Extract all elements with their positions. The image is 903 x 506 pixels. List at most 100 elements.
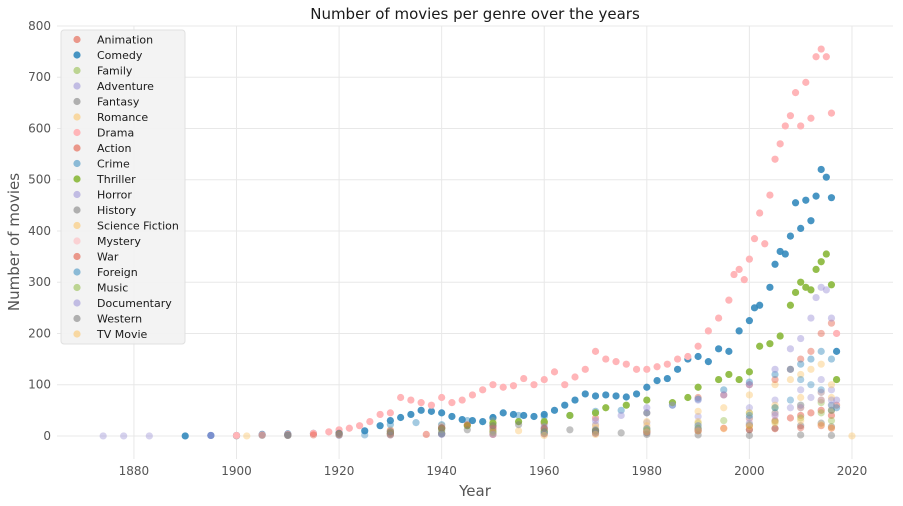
data-point — [848, 432, 856, 440]
data-point — [822, 53, 830, 61]
data-point — [771, 409, 779, 417]
data-point — [386, 421, 394, 429]
data-point — [827, 381, 836, 389]
data-point — [827, 314, 836, 322]
data-point — [591, 409, 600, 417]
data-point — [776, 140, 784, 148]
data-point — [591, 429, 600, 437]
x-tick-label: 2000 — [734, 464, 765, 478]
series-war — [309, 421, 836, 439]
data-point — [797, 224, 805, 233]
data-point — [643, 428, 651, 436]
data-point — [540, 375, 548, 384]
series-tv-movie — [540, 416, 856, 440]
data-point — [422, 430, 430, 439]
data-point — [617, 429, 625, 437]
series-history — [284, 419, 836, 440]
data-point — [797, 122, 805, 130]
legend-marker — [73, 82, 81, 90]
legend-marker — [73, 144, 81, 152]
data-point — [817, 45, 825, 53]
data-point — [345, 424, 353, 432]
legend-label: Science Fiction — [97, 220, 179, 233]
data-point — [771, 425, 779, 433]
data-point — [412, 419, 420, 427]
data-point — [771, 375, 779, 384]
data-point — [407, 410, 415, 419]
data-point — [458, 396, 466, 404]
data-point — [427, 407, 436, 415]
data-point — [643, 430, 651, 439]
data-point — [786, 396, 795, 404]
data-point — [284, 431, 292, 440]
data-point — [807, 217, 815, 225]
data-point — [797, 278, 805, 286]
data-point — [643, 428, 651, 436]
data-point — [489, 427, 497, 435]
series-horror — [284, 283, 841, 440]
data-point — [791, 288, 800, 297]
x-tick-label: 1980 — [632, 464, 663, 478]
data-point — [612, 392, 620, 400]
data-point — [489, 429, 497, 437]
data-point — [386, 409, 394, 417]
data-point — [807, 381, 815, 389]
data-point — [284, 431, 292, 440]
data-point — [591, 424, 600, 432]
legend-label: Romance — [97, 111, 148, 124]
data-point — [397, 413, 405, 422]
data-point — [643, 427, 651, 435]
legend-marker — [73, 97, 81, 106]
data-point — [489, 419, 497, 427]
legend-label: Mystery — [97, 235, 141, 248]
data-point — [725, 347, 733, 355]
data-point — [335, 429, 343, 437]
data-point — [632, 390, 641, 398]
data-point — [591, 427, 600, 435]
data-point — [643, 428, 651, 436]
legend-marker — [73, 159, 81, 168]
data-point — [463, 426, 471, 434]
data-point — [735, 375, 743, 384]
y-tick-label: 800 — [28, 19, 51, 33]
data-point — [735, 265, 743, 274]
legend-marker — [73, 268, 81, 276]
data-point — [817, 419, 825, 427]
data-point — [602, 355, 610, 363]
data-point — [284, 430, 292, 439]
data-point — [643, 417, 651, 426]
legend-marker — [73, 330, 81, 338]
data-point — [622, 393, 630, 401]
data-point — [745, 426, 753, 434]
data-point — [571, 373, 579, 381]
data-point — [817, 329, 825, 338]
data-point — [817, 422, 825, 430]
data-point — [207, 431, 215, 440]
data-point — [673, 365, 682, 373]
data-point — [797, 334, 805, 343]
legend-label: Family — [97, 65, 133, 78]
data-point — [643, 409, 651, 417]
data-point — [591, 422, 600, 430]
legend-marker — [73, 175, 81, 183]
data-point — [509, 410, 518, 419]
data-point — [489, 422, 497, 430]
data-point — [540, 428, 548, 436]
data-point — [540, 430, 548, 438]
data-point — [745, 419, 753, 427]
series-mystery — [284, 396, 836, 440]
data-point — [540, 430, 548, 438]
legend-marker — [73, 221, 81, 230]
data-point — [643, 383, 651, 391]
data-point — [812, 192, 820, 200]
data-point — [540, 427, 548, 435]
data-point — [540, 431, 548, 440]
data-point — [797, 401, 805, 409]
data-point — [786, 375, 795, 384]
data-point — [489, 428, 497, 436]
data-point — [812, 293, 820, 302]
data-point — [427, 401, 436, 409]
data-point — [745, 368, 753, 376]
data-point — [776, 332, 784, 340]
data-point — [181, 432, 189, 440]
